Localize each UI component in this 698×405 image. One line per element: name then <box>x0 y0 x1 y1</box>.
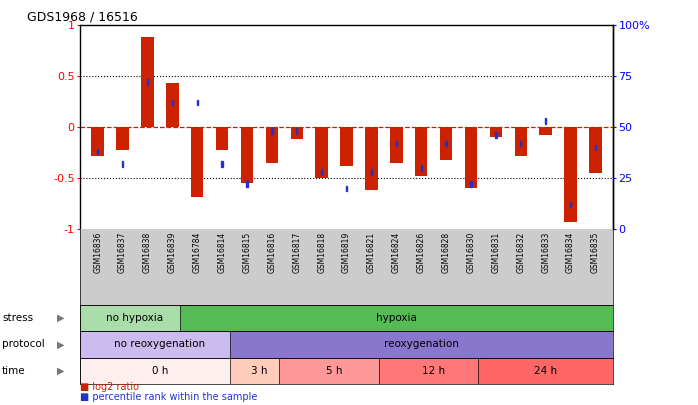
Bar <box>440 127 452 160</box>
Bar <box>272 128 273 134</box>
Text: no hypoxia: no hypoxia <box>107 313 163 323</box>
Text: GSM16817: GSM16817 <box>292 231 302 273</box>
Text: 5 h: 5 h <box>326 366 342 376</box>
Text: GSM16838: GSM16838 <box>143 231 152 273</box>
Bar <box>172 100 173 105</box>
Text: GSM16830: GSM16830 <box>466 231 475 273</box>
Bar <box>570 202 571 207</box>
Bar <box>80 305 190 331</box>
Bar <box>122 161 124 167</box>
Bar <box>341 127 352 166</box>
Text: GSM16816: GSM16816 <box>267 231 276 273</box>
Text: 24 h: 24 h <box>534 366 557 376</box>
Bar <box>266 127 278 163</box>
Bar <box>478 358 613 384</box>
Bar <box>230 358 289 384</box>
Bar <box>420 165 422 171</box>
Text: 3 h: 3 h <box>251 366 268 376</box>
Text: GSM16831: GSM16831 <box>491 231 500 273</box>
Text: time: time <box>2 366 26 376</box>
Bar <box>470 181 472 187</box>
Text: protocol: protocol <box>2 339 45 350</box>
Bar <box>514 127 527 156</box>
Text: GSM16828: GSM16828 <box>442 231 451 273</box>
Text: no reoxygenation: no reoxygenation <box>114 339 205 350</box>
Bar <box>545 118 547 124</box>
Bar <box>290 127 303 139</box>
Text: GSM16839: GSM16839 <box>168 231 177 273</box>
Text: GSM16834: GSM16834 <box>566 231 575 273</box>
Text: GSM16835: GSM16835 <box>591 231 600 273</box>
Bar <box>465 127 477 188</box>
Text: reoxygenation: reoxygenation <box>384 339 459 350</box>
Bar <box>371 169 372 175</box>
Bar <box>246 181 248 187</box>
Bar <box>315 127 328 178</box>
Bar <box>346 185 347 191</box>
Bar <box>445 141 447 146</box>
Bar <box>230 331 613 358</box>
Text: GSM16814: GSM16814 <box>218 231 227 273</box>
Bar <box>147 79 148 85</box>
Text: GSM16818: GSM16818 <box>317 231 326 273</box>
Text: GSM16784: GSM16784 <box>193 231 202 273</box>
Bar <box>495 132 496 138</box>
Text: GSM16821: GSM16821 <box>367 231 376 273</box>
Text: ▶: ▶ <box>57 313 65 323</box>
Bar <box>296 128 297 134</box>
Text: GSM16815: GSM16815 <box>242 231 251 273</box>
Bar <box>191 127 203 196</box>
Text: GSM16832: GSM16832 <box>517 231 526 273</box>
Bar <box>166 83 179 127</box>
Bar <box>279 358 389 384</box>
Bar <box>595 145 596 150</box>
Text: 0 h: 0 h <box>151 366 168 376</box>
Bar <box>589 127 602 173</box>
Text: hypoxia: hypoxia <box>376 313 417 323</box>
Bar <box>390 127 403 163</box>
Bar <box>141 37 154 127</box>
Text: ▶: ▶ <box>57 339 65 350</box>
Bar <box>97 149 98 154</box>
Bar <box>216 127 228 149</box>
Bar <box>564 127 577 222</box>
Bar <box>180 305 613 331</box>
Bar <box>197 100 198 105</box>
Bar <box>379 358 489 384</box>
Bar <box>241 127 253 183</box>
Text: GSM16833: GSM16833 <box>541 231 550 273</box>
Bar <box>520 141 521 146</box>
Bar <box>221 161 223 167</box>
Text: ■ log2 ratio: ■ log2 ratio <box>80 382 140 392</box>
Text: ▶: ▶ <box>57 366 65 376</box>
Bar <box>91 127 104 156</box>
Text: stress: stress <box>2 313 34 323</box>
Text: GSM16826: GSM16826 <box>417 231 426 273</box>
Bar <box>396 141 397 146</box>
Bar <box>540 127 552 135</box>
Text: ■ percentile rank within the sample: ■ percentile rank within the sample <box>80 392 258 402</box>
Text: GSM16819: GSM16819 <box>342 231 351 273</box>
Bar <box>365 127 378 190</box>
Text: 12 h: 12 h <box>422 366 445 376</box>
Text: GSM16824: GSM16824 <box>392 231 401 273</box>
Bar <box>321 169 322 175</box>
Bar <box>490 127 502 137</box>
Text: GDS1968 / 16516: GDS1968 / 16516 <box>27 11 138 24</box>
Text: GSM16837: GSM16837 <box>118 231 127 273</box>
Text: GSM16836: GSM16836 <box>94 231 102 273</box>
Bar <box>415 127 427 176</box>
Bar <box>117 127 129 149</box>
Bar <box>80 358 239 384</box>
Bar <box>80 331 239 358</box>
